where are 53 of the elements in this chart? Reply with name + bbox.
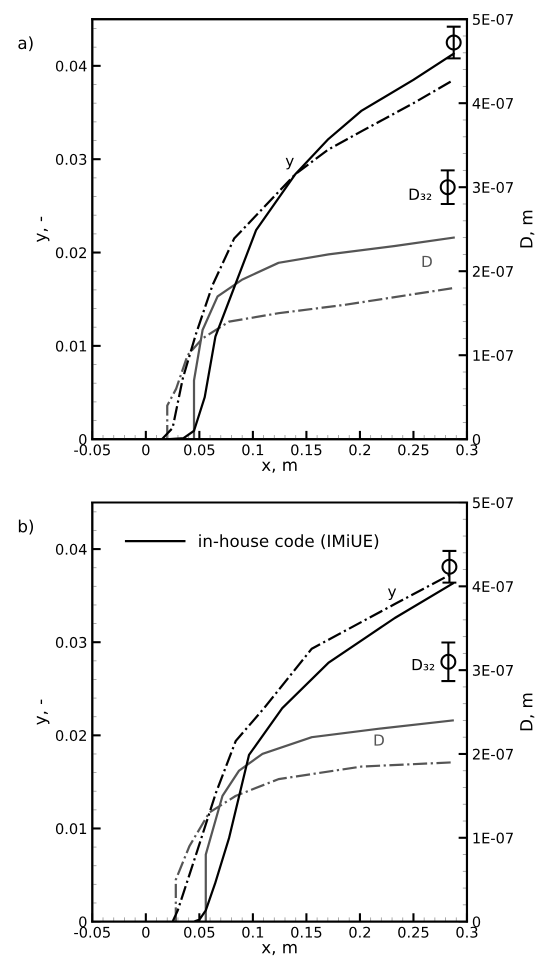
- y2-tick-label: 3E-07: [472, 182, 513, 193]
- x-tick-label: 0.15: [291, 926, 322, 938]
- x-tick-label: 0.3: [456, 444, 478, 456]
- y2-tick-label: 2E-07: [472, 266, 513, 277]
- annotation: D₃₂: [410, 188, 432, 200]
- y2-tick-label: 1E-07: [473, 350, 513, 361]
- annotation: y: [286, 158, 294, 170]
- y-axis-title: y, -: [36, 700, 50, 725]
- y-tick-label: 0.03: [56, 636, 86, 648]
- y2-tick-label: 4E-07: [472, 98, 513, 109]
- x-axis-title: x, m: [262, 462, 297, 473]
- y2-tick-label: 3E-07: [472, 664, 513, 676]
- y-axis-title: y, -: [36, 216, 50, 242]
- annotation: D: [422, 256, 432, 268]
- y-tick-label: 0.04: [56, 544, 87, 555]
- y-tick-label: 0.03: [56, 154, 86, 165]
- y2-tick-label: 5E-07: [472, 14, 513, 25]
- annotation: D: [374, 734, 384, 746]
- annotation: D₃₂: [412, 659, 434, 670]
- y2-axis-title: D, m: [520, 210, 534, 248]
- y-tick-label: 0.02: [56, 730, 86, 742]
- y-tick-label: 0.01: [56, 823, 86, 834]
- y-tick-label: 0.01: [56, 340, 86, 352]
- y2-tick-label: 0: [472, 434, 480, 445]
- x-tick-label: 0: [142, 444, 150, 456]
- x-tick-label: -0.05: [74, 926, 110, 938]
- y-tick-label: 0.02: [56, 247, 86, 258]
- x-tick-label: -0.05: [74, 444, 110, 456]
- x-tick-label: 0.25: [398, 926, 428, 938]
- legend-label: in-house code (IMiUE): [199, 534, 378, 550]
- y-tick-label: 0: [79, 916, 86, 928]
- x-tick-label: 0.25: [398, 444, 428, 456]
- annotation: y: [388, 588, 396, 600]
- text: b): [18, 520, 34, 534]
- y2-tick-label: 4E-07: [472, 581, 513, 592]
- text: a): [18, 36, 33, 52]
- y2-tick-label: 5E-07: [472, 497, 513, 508]
- y-tick-label: 0: [79, 434, 86, 445]
- x-tick-label: 0.3: [456, 926, 478, 938]
- x-tick-label: 0.05: [184, 926, 214, 938]
- x-tick-label: 0.05: [184, 444, 214, 456]
- x-axis-title: x, m: [262, 944, 297, 956]
- y2-tick-label: 1E-07: [473, 832, 513, 844]
- x-tick-label: 0.1: [242, 926, 264, 938]
- x-tick-label: 0: [142, 926, 150, 938]
- y2-tick-label: 0: [472, 916, 480, 928]
- x-tick-label: 0.2: [349, 444, 370, 456]
- y2-axis-title: D, m: [520, 694, 534, 730]
- x-tick-label: 0.1: [242, 444, 264, 456]
- y2-tick-label: 2E-07: [472, 748, 513, 760]
- y-tick-label: 0.04: [56, 60, 87, 72]
- x-tick-label: 0.2: [349, 926, 370, 938]
- x-tick-label: 0.15: [291, 444, 322, 456]
